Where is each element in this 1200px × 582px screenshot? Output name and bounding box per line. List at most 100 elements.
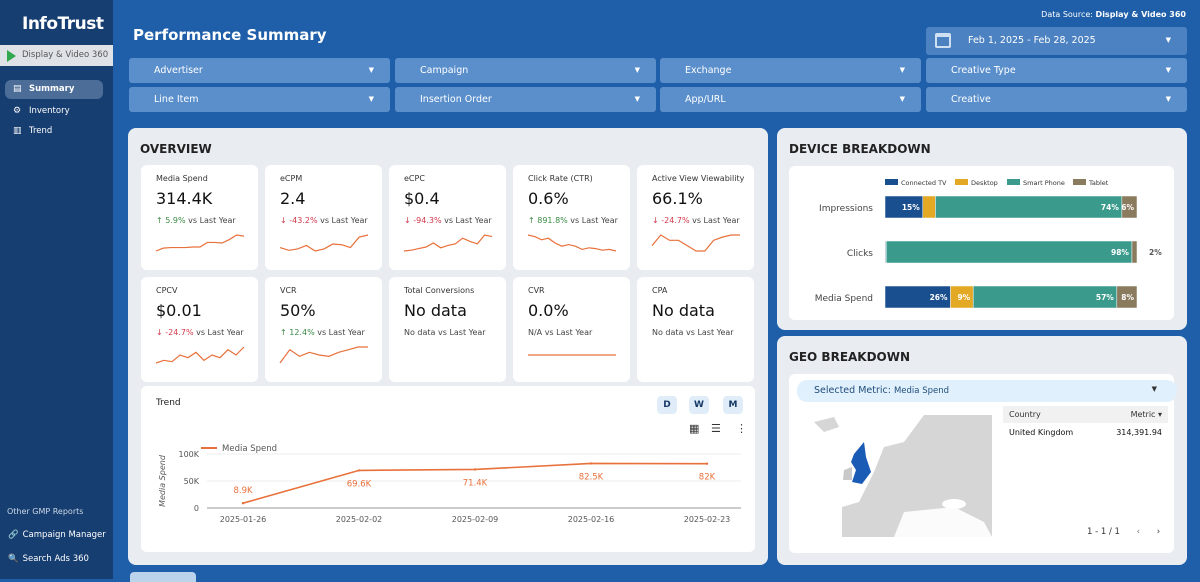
kpi-label: Active View Viewability: [652, 174, 745, 183]
kpi-value: No data: [404, 301, 467, 320]
kpi-comparison: ↓ -43.2% vs Last Year: [280, 216, 368, 225]
filter-exchange[interactable]: Exchange ▼: [660, 58, 921, 83]
sparkline: [279, 346, 368, 364]
filter-advertiser[interactable]: Advertiser ▼: [129, 58, 390, 83]
kpi-label: Click Rate (CTR): [528, 174, 593, 183]
kpi-comparison: ↓ -24.7% vs Last Year: [652, 216, 740, 225]
data-label: 2%: [1149, 248, 1162, 257]
kpi-label: CPA: [652, 286, 668, 295]
sparkline: [155, 346, 245, 364]
kpi-card: VCR 50% ↑ 12.4% vs Last Year: [265, 277, 382, 382]
chart-options-icon[interactable]: ▦: [689, 422, 700, 435]
month-button[interactable]: M: [723, 396, 743, 414]
kpi-card: CPA No data No data vs Last Year: [637, 277, 754, 382]
kpi-value: $0.4: [404, 189, 440, 208]
kpi-label: Total Conversions: [404, 286, 475, 295]
y-tick-label: 0: [194, 504, 199, 513]
kpi-value: 50%: [280, 301, 316, 320]
kpi-value: No data: [652, 301, 715, 320]
document-icon: ▤: [13, 84, 22, 94]
arrow-down-icon: ↓: [652, 216, 662, 225]
geo-panel: GEO BREAKDOWN Selected Metric: Media Spe…: [777, 336, 1187, 565]
kpi-card: eCPM 2.4 ↓ -43.2% vs Last Year: [265, 165, 382, 270]
sidebar-item-inventory[interactable]: ⚙ Inventory: [13, 106, 70, 116]
kpi-card: eCPC $0.4 ↓ -94.3% vs Last Year: [389, 165, 506, 270]
kpi-comparison: ↓ -94.3% vs Last Year: [404, 216, 492, 225]
bar-chart-icon: ▥: [13, 126, 22, 136]
campaign-manager-link[interactable]: 🔗 Campaign Manager: [8, 530, 106, 540]
kpi-card: Total Conversions No data No data vs Last …: [389, 277, 506, 382]
kpi-label: VCR: [280, 286, 297, 295]
product-header: Display & Video 360: [0, 45, 113, 66]
kpi-card: Media Spend 314.4K ↑ 5.9% vs Last Year: [141, 165, 258, 270]
x-tick-label: 2025-01-26: [220, 515, 267, 524]
arrow-down-icon: ↓: [404, 216, 414, 225]
device-panel: DEVICE BREAKDOWN Connected TV Desktop Smar…: [777, 128, 1187, 330]
chevron-down-icon: ▼: [1151, 385, 1157, 393]
x-tick-label: 2025-02-09: [452, 515, 499, 524]
bar-segment: [1121, 195, 1138, 219]
data-label: 82K: [699, 473, 716, 483]
data-label: 8.9K: [233, 486, 253, 496]
link-icon: 🔗: [8, 530, 19, 540]
inventory-icon: ⚙: [13, 106, 22, 116]
kpi-card: Active View Viewability 66.1% ↓ -24.7% vs …: [637, 165, 754, 270]
kpi-label: CVR: [528, 286, 545, 295]
search-icon: 🔍: [8, 554, 19, 564]
data-label: 57%: [1096, 293, 1114, 302]
data-point: [705, 462, 709, 465]
filter-line-item[interactable]: Line Item ▼: [129, 87, 390, 112]
next-page-icon[interactable]: ›: [1156, 527, 1161, 537]
date-range-picker[interactable]: Feb 1, 2025 - Feb 28, 2025 ▼: [926, 27, 1187, 55]
bar-segment: [1116, 285, 1138, 309]
calendar-icon: [935, 33, 951, 48]
device-chart: Connected TV Desktop Smart Phone Tablet Impr…: [815, 179, 1162, 309]
category-label: Clicks: [847, 249, 873, 259]
bar-segment: [886, 240, 1133, 264]
prev-page-icon[interactable]: ‹: [1136, 527, 1141, 537]
sparkline-line: [527, 234, 617, 252]
arrow-up-icon: ↑: [156, 216, 166, 225]
sparkline: [528, 354, 616, 356]
kpi-card: Click Rate (CTR) 0.6% ↑ 891.8% vs Last Yea…: [513, 165, 630, 270]
data-label: 71.4K: [463, 478, 488, 488]
data-label: 82.5K: [579, 472, 604, 482]
data-label: 26%: [930, 293, 948, 302]
filter-creative[interactable]: Creative ▼: [926, 87, 1187, 112]
sparkline-line: [279, 234, 369, 252]
sparkline-line: [155, 346, 245, 364]
sidebar-item-trend[interactable]: ▥ Trend: [13, 126, 53, 136]
week-button[interactable]: W: [689, 396, 709, 414]
kpi-comparison: No data vs Last Year: [652, 328, 734, 337]
uk-region: [851, 442, 871, 484]
legend-label: Desktop: [971, 179, 998, 187]
filter-campaign[interactable]: Campaign ▼: [395, 58, 656, 83]
metric-selector[interactable]: Selected Metric: Media Spend ▼: [797, 380, 1177, 402]
sidebar-item-summary[interactable]: ▤ Summary: [5, 80, 103, 99]
bar-segment: [1131, 240, 1138, 264]
legend-swatch: [955, 179, 968, 185]
sidebar: InfoTrust Display & Video 360 ▤ Summary ⚙…: [0, 0, 113, 579]
chevron-down-icon: ▼: [368, 95, 374, 103]
day-button[interactable]: D: [657, 396, 677, 414]
data-source: Data Source: Display & Video 360: [1041, 10, 1186, 19]
more-icon[interactable]: ⋮: [736, 422, 747, 435]
filter-creative-type[interactable]: Creative Type ▼: [926, 58, 1187, 83]
kpi-value: 314.4K: [156, 189, 213, 208]
search-ads-link[interactable]: 🔍 Search Ads 360: [8, 554, 89, 564]
kpi-card: CVR 0.0% N/A vs Last Year: [513, 277, 630, 382]
x-tick-label: 2025-02-23: [684, 515, 731, 524]
chevron-down-icon: ▼: [899, 95, 905, 103]
chevron-down-icon: ▼: [634, 66, 640, 74]
y-axis-label: Media Spend: [158, 454, 167, 507]
kpi-label: CPCV: [156, 286, 178, 295]
chevron-down-icon: ▼: [1165, 36, 1171, 44]
kpi-comparison: No data vs Last Year: [404, 328, 486, 337]
bottom-tab[interactable]: [130, 572, 196, 582]
filter-app-url[interactable]: App/URL ▼: [660, 87, 921, 112]
filter-insertion-order[interactable]: Insertion Order ▼: [395, 87, 656, 112]
filter-icon[interactable]: ☰: [711, 422, 721, 435]
europe-map[interactable]: [814, 412, 1014, 537]
metric-sort-header[interactable]: Metric ▾: [1130, 410, 1162, 419]
data-label: 74%: [1101, 203, 1119, 212]
